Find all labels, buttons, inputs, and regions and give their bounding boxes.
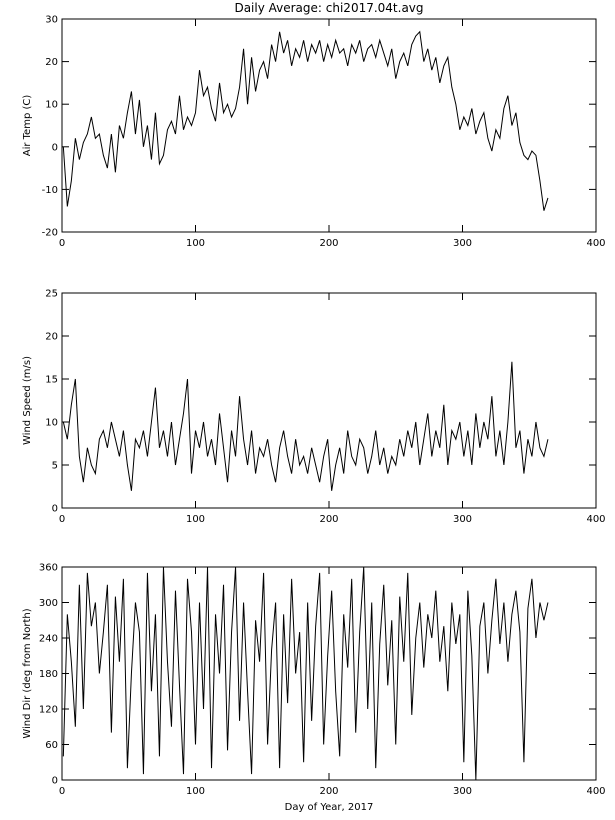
y-tick-label: 10 <box>45 100 58 111</box>
y-tick-label: 300 <box>39 598 58 609</box>
y-axis-label: Wind Speed (m/s) <box>22 356 33 445</box>
x-tick-label: 0 <box>59 514 65 525</box>
x-tick-label: 0 <box>59 786 65 797</box>
x-tick-label: 200 <box>319 786 338 797</box>
x-tick-label: 200 <box>319 514 338 525</box>
x-tick-label: 300 <box>453 238 472 249</box>
x-tick-label: 300 <box>453 514 472 525</box>
x-tick-label: 100 <box>186 514 205 525</box>
y-axis-label: Air Temp (C) <box>22 95 33 157</box>
y-tick-label: 0 <box>52 504 58 515</box>
y-tick-label: 15 <box>45 375 58 386</box>
x-tick-label: 300 <box>453 786 472 797</box>
x-tick-label: 400 <box>586 238 605 249</box>
y-tick-label: 25 <box>45 289 58 300</box>
y-tick-label: 30 <box>45 15 58 26</box>
x-tick-label: 100 <box>186 786 205 797</box>
data-line <box>62 361 549 491</box>
y-tick-label: 120 <box>39 705 58 716</box>
data-line <box>62 566 549 781</box>
y-tick-label: 10 <box>45 418 58 429</box>
y-tick-label: -20 <box>42 228 58 239</box>
y-tick-label: -10 <box>42 185 58 196</box>
x-tick-label: 100 <box>186 238 205 249</box>
y-tick-label: 5 <box>52 461 58 472</box>
data-line <box>62 30 549 211</box>
y-tick-label: 20 <box>45 332 58 343</box>
y-tick-label: 60 <box>45 740 58 751</box>
x-tick-label: 400 <box>586 514 605 525</box>
x-tick-label: 400 <box>586 786 605 797</box>
y-tick-label: 180 <box>39 669 58 680</box>
y-tick-label: 240 <box>39 634 58 645</box>
y-tick-label: 0 <box>52 776 58 787</box>
y-tick-label: 360 <box>39 563 58 574</box>
x-axis-label: Day of Year, 2017 <box>285 802 374 813</box>
x-tick-label: 200 <box>319 238 338 249</box>
y-tick-label: 0 <box>52 142 58 153</box>
y-axis-label: Wind Dir (deg from North) <box>22 608 33 738</box>
chart-title: Daily Average: chi2017.04t.avg <box>234 1 423 15</box>
x-tick-label: 0 <box>59 238 65 249</box>
y-tick-label: 20 <box>45 57 58 68</box>
